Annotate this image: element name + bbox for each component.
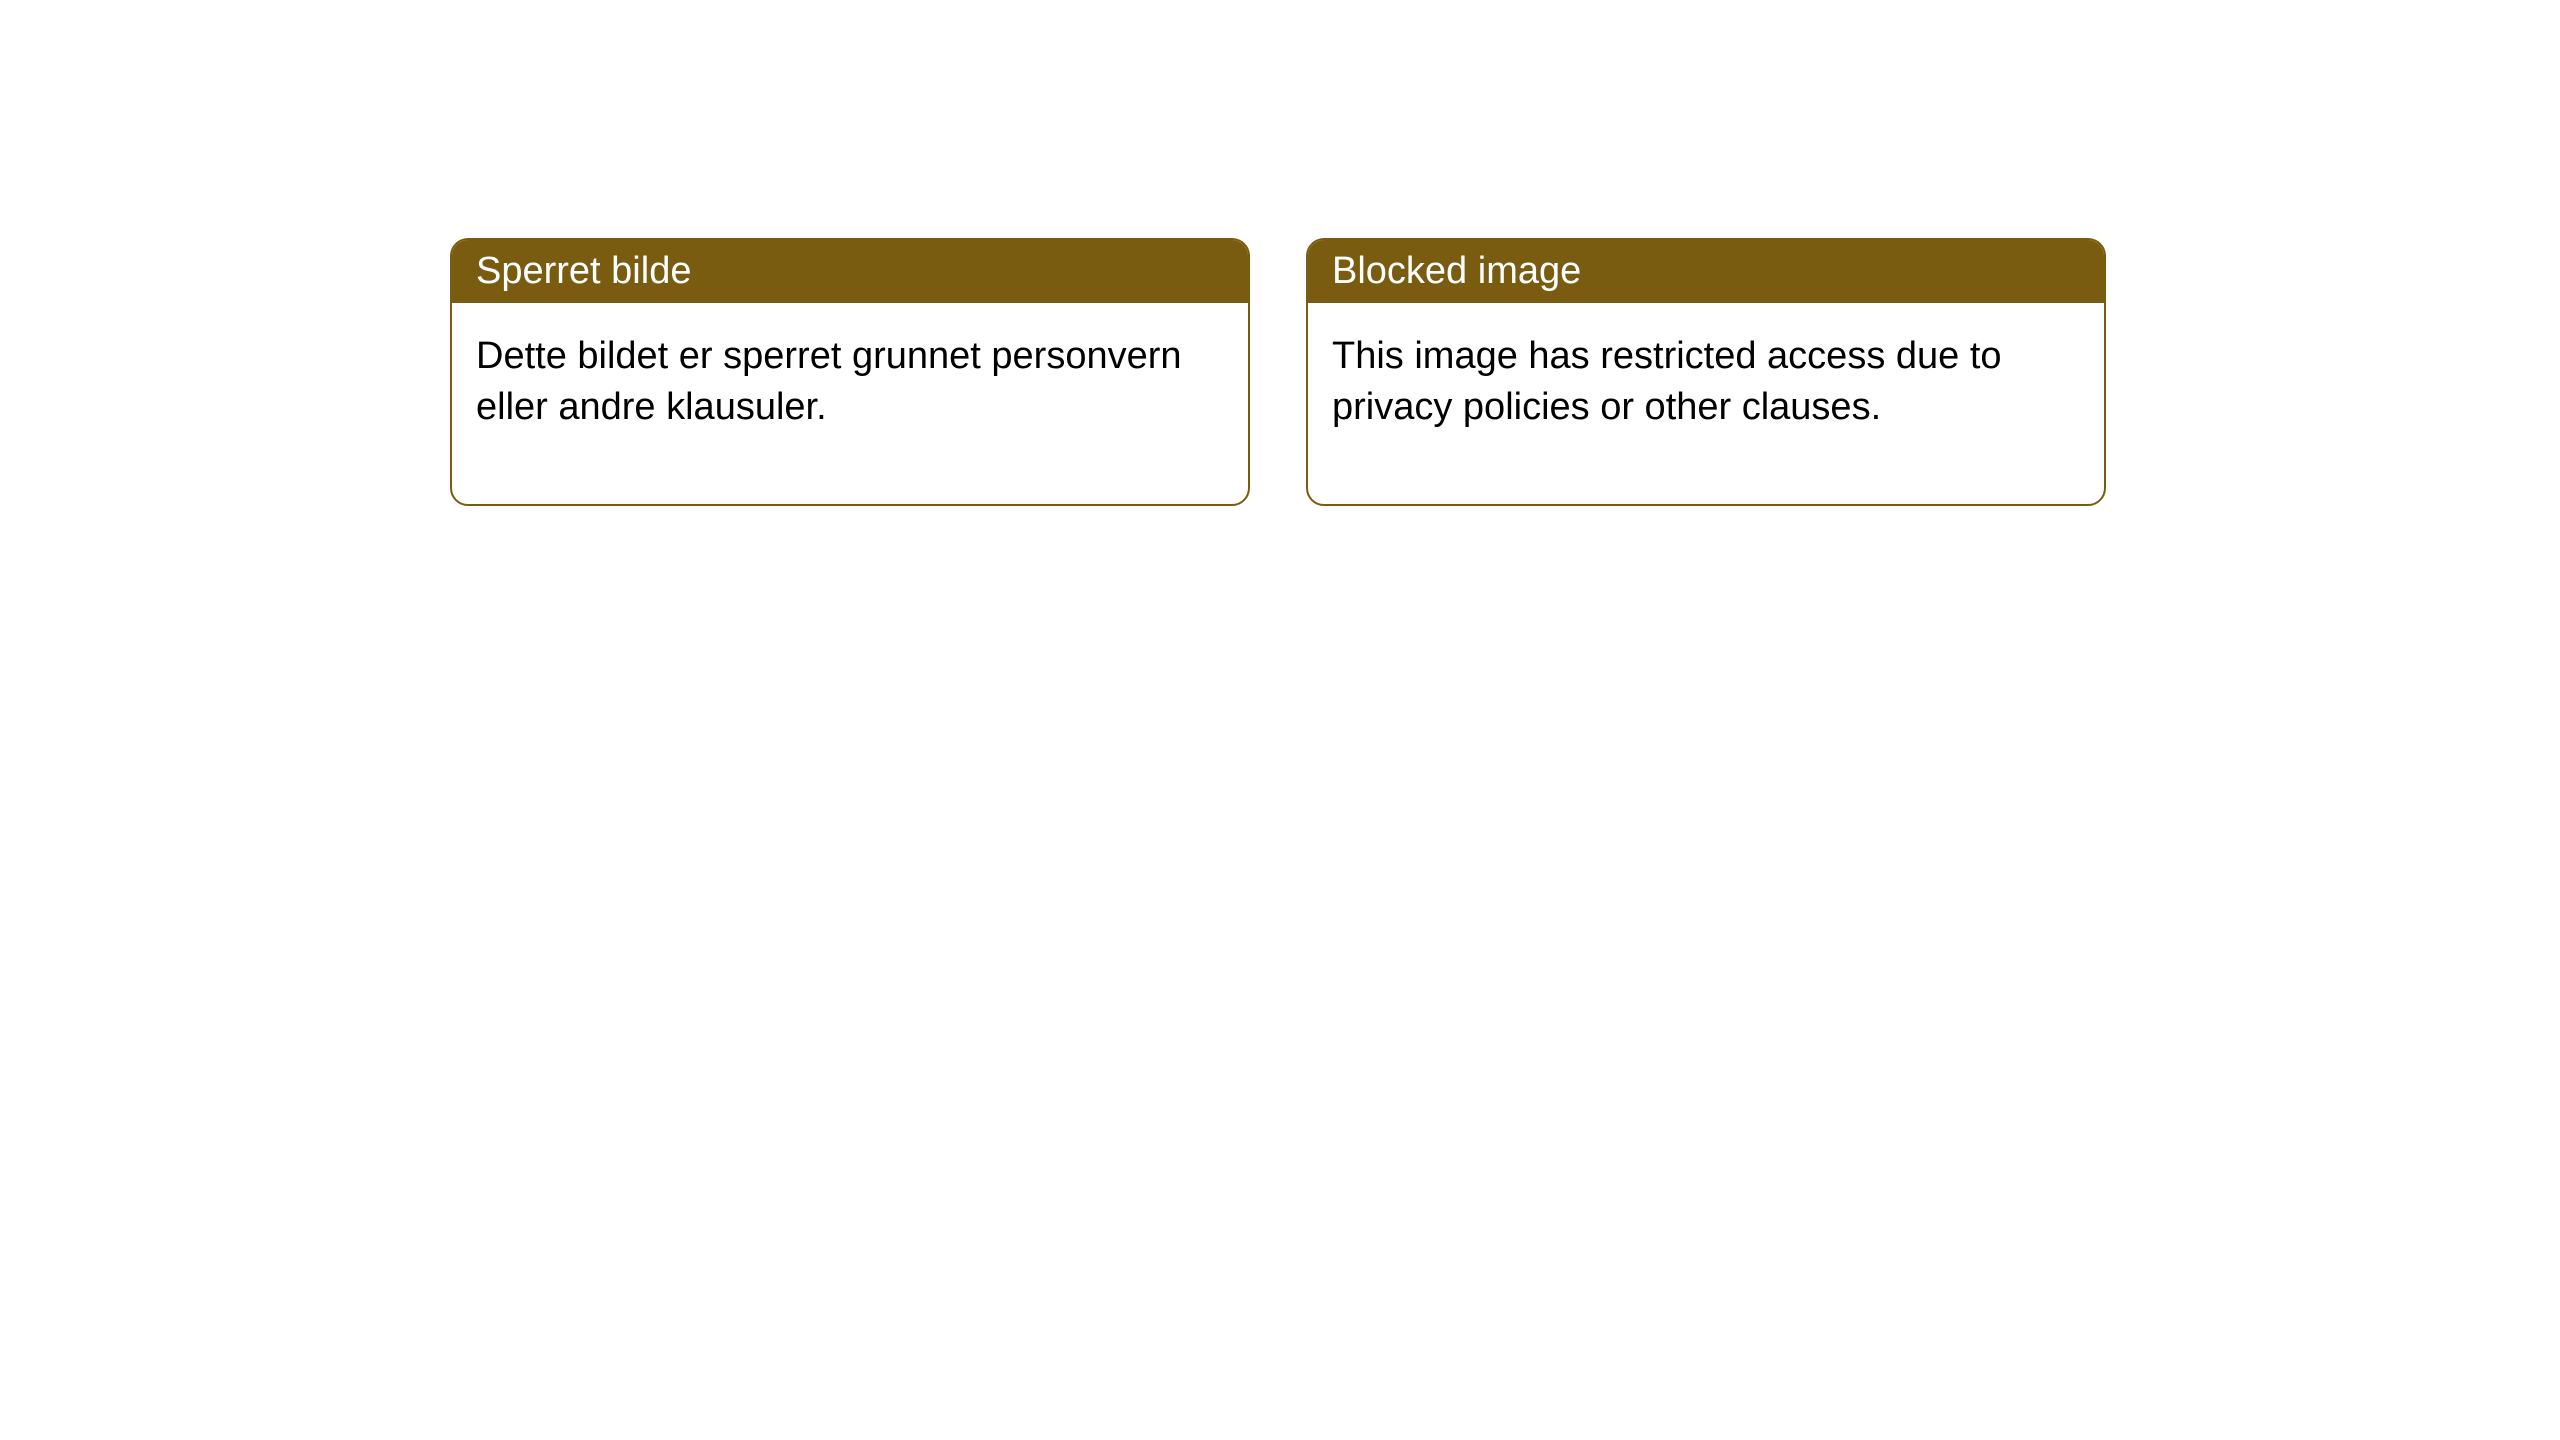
notice-card-norwegian: Sperret bilde Dette bildet er sperret gr… (450, 238, 1250, 506)
notice-header: Blocked image (1308, 240, 2104, 303)
notice-text: This image has restricted access due to … (1332, 335, 2002, 428)
notice-header: Sperret bilde (452, 240, 1248, 303)
notice-body: This image has restricted access due to … (1308, 303, 2104, 504)
notice-title: Sperret bilde (476, 250, 691, 292)
notice-text: Dette bildet er sperret grunnet personve… (476, 335, 1182, 428)
notice-cards-container: Sperret bilde Dette bildet er sperret gr… (450, 238, 2106, 506)
notice-card-english: Blocked image This image has restricted … (1306, 238, 2106, 506)
notice-title: Blocked image (1332, 250, 1581, 292)
notice-body: Dette bildet er sperret grunnet personve… (452, 303, 1248, 504)
